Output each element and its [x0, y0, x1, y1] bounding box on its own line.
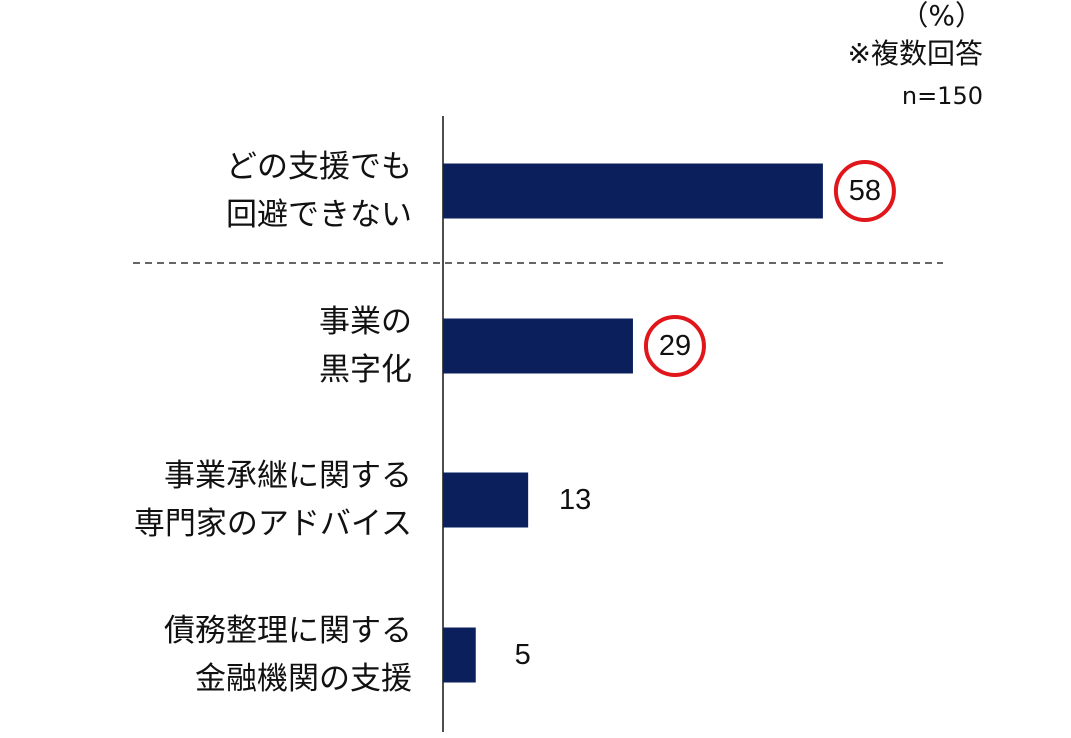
value-label-2: 13: [559, 484, 591, 516]
category-label-3-line-1: 金融機関の支援: [195, 661, 412, 697]
bar-0: [443, 163, 823, 219]
category-label-1-line-1: 黒字化: [319, 352, 412, 388]
value-label-1: 29: [659, 330, 691, 362]
unit-note: （%）: [900, 0, 983, 32]
category-label-3-line-0: 債務整理に関する: [164, 613, 412, 649]
value-label-0: 58: [849, 175, 881, 207]
bar-1: [443, 318, 633, 374]
value-label-3: 5: [515, 639, 531, 671]
bar-2: [443, 472, 529, 528]
value-highlight-circle-1: [643, 315, 706, 377]
value-highlight-circle-0: [833, 160, 896, 222]
multiple-answers-note: ※複数回答: [847, 37, 983, 70]
sample-size-note: n=150: [901, 82, 983, 110]
category-label-1-line-0: 事業の: [319, 304, 412, 340]
bar-3: [443, 627, 476, 683]
category-label-2-line-1: 専門家のアドバイス: [134, 506, 412, 542]
category-label-0-line-1: 回避できない: [226, 197, 412, 233]
category-label-2-line-0: 事業承継に関する: [164, 458, 412, 494]
category-label-0-line-0: どの支援でも: [226, 149, 412, 185]
